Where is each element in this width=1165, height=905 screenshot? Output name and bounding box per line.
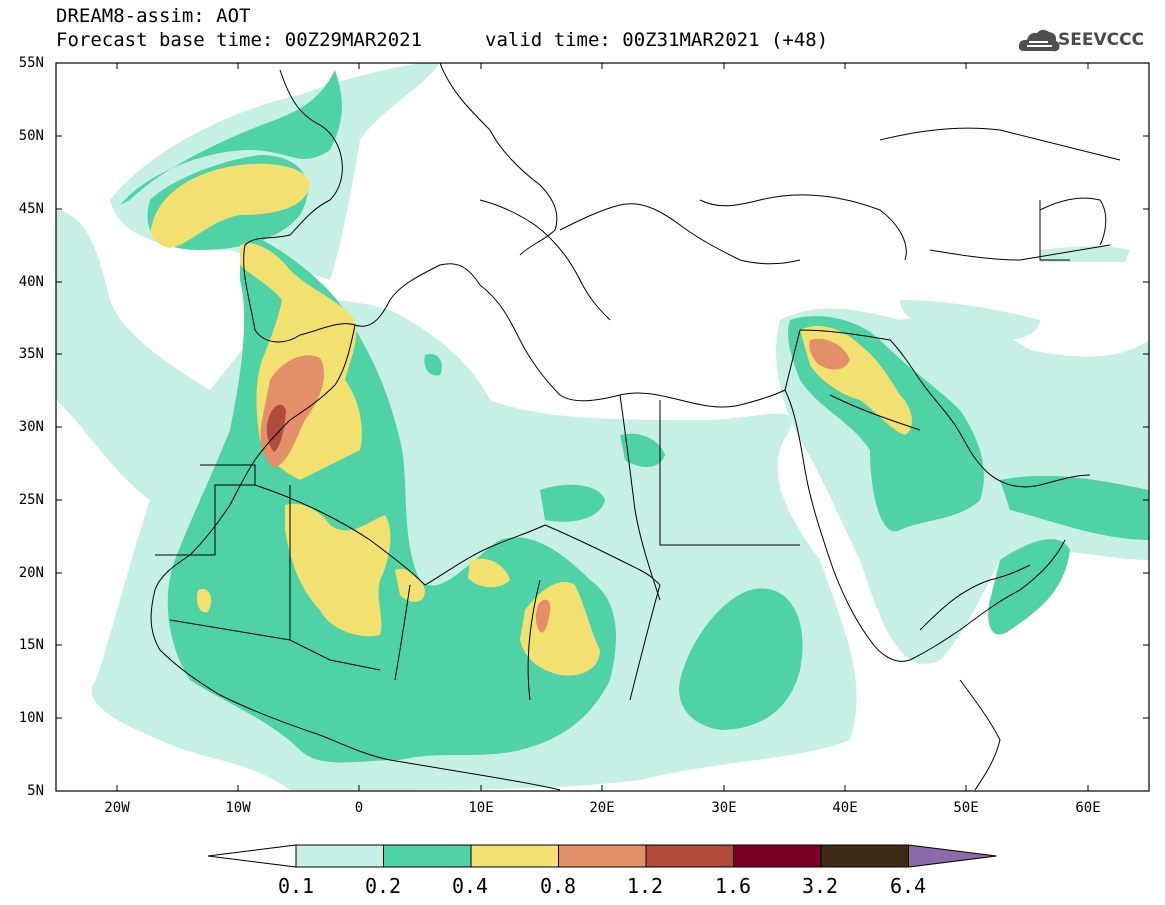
lat-label: 50N [18,128,44,144]
aot-contours [56,63,1149,790]
colorbar-label: 3.2 [801,874,839,898]
lon-label: 20E [589,800,615,816]
colorbar-segment [295,844,384,868]
lat-label: 35N [18,346,44,362]
lon-label: 10E [468,800,494,816]
colorbar [207,844,997,868]
colorbar-segment [470,844,559,868]
lon-label: 60E [1075,800,1101,816]
axis-ticks [56,62,1149,791]
valid-time: valid time: 00Z31MAR2021 (+48) [485,29,829,51]
cloud-logo-icon [1018,29,1060,52]
coastlines-borders [150,63,1121,791]
lon-label: 30E [711,800,737,816]
colorbar-segment [733,844,822,868]
lon-label: 10W [225,800,251,816]
colorbar-segment [645,844,734,868]
colorbar-segment [558,844,647,868]
lat-label: 10N [18,710,44,726]
lat-label: 25N [18,492,44,508]
colorbar-arrow-low [207,844,297,868]
lat-label: 15N [18,637,44,653]
lat-label: 45N [18,201,44,217]
lat-label: 30N [18,419,44,435]
forecast-base-time: Forecast base time: 00Z29MAR2021 [56,29,423,51]
lat-label: 5N [27,783,44,799]
lon-label: 40E [832,800,858,816]
colorbar-label: 1.2 [626,874,664,898]
map-title: DREAM8-assim: AOT [56,5,251,27]
lon-label: 50E [953,800,979,816]
lon-label: 20W [104,800,130,816]
lon-label: 0 [354,800,364,816]
colorbar-label: 0.8 [539,874,577,898]
lat-label: 40N [18,274,44,290]
colorbar-arrow-high [908,844,997,868]
lat-label: 55N [18,55,44,71]
colorbar-segment [383,844,472,868]
colorbar-segment [820,844,909,868]
colorbar-label: 0.2 [364,874,402,898]
colorbar-label: 0.1 [277,874,315,898]
logo-text: SEEVCCC [1058,30,1145,50]
lat-label: 20N [18,565,44,581]
colorbar-label: 1.6 [714,874,752,898]
colorbar-label: 0.4 [451,874,489,898]
colorbar-label: 6.4 [889,874,927,898]
